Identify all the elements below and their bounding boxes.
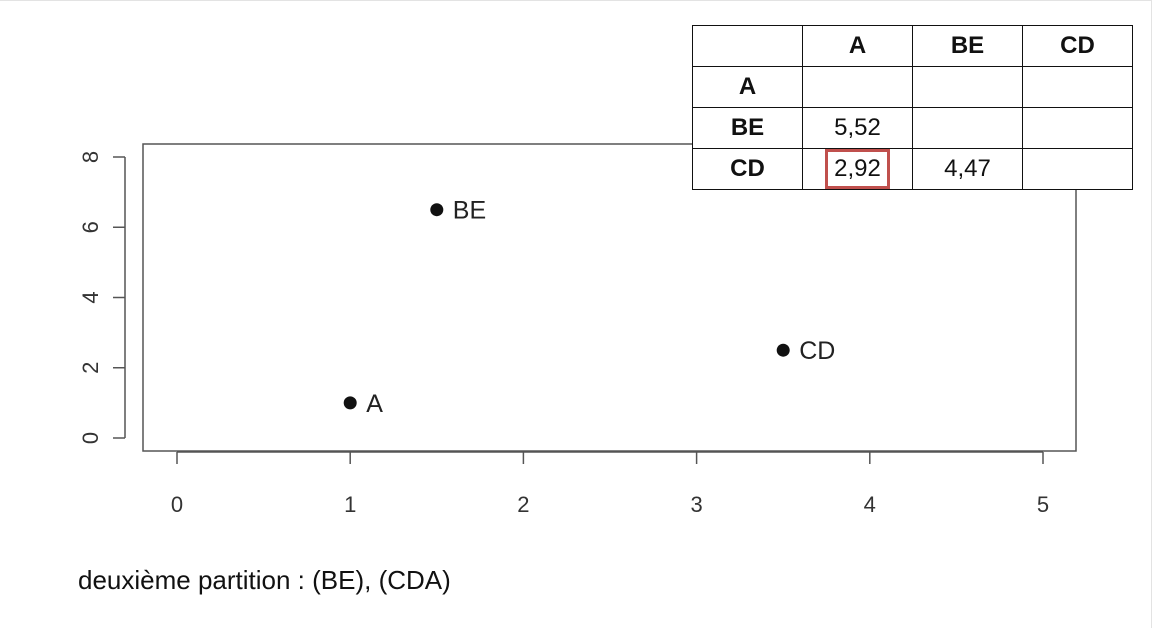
table-cell: 5,52 [802, 107, 913, 149]
x-tick-label: 5 [1037, 492, 1049, 517]
table-cell [802, 66, 913, 108]
x-tick-label: 2 [517, 492, 529, 517]
table-cell [912, 107, 1023, 149]
table-row-header: CD [692, 148, 803, 190]
table-row-header: A [692, 66, 803, 108]
table-cell [1022, 66, 1133, 108]
data-point-label: BE [453, 197, 486, 225]
table-cell: 4,47 [912, 148, 1023, 190]
table-cell [912, 66, 1023, 108]
table-row: BE 5,52 [692, 107, 1133, 149]
y-axis: 0 2 4 6 8 [78, 151, 126, 444]
partition-caption: deuxième partition : (BE), (CDA) [78, 565, 451, 595]
table-col-header: BE [912, 25, 1023, 67]
table-col-header: CD [1022, 25, 1133, 67]
plot-box [142, 143, 1077, 452]
table-row: A [692, 66, 1133, 108]
x-axis: 0 1 2 3 4 5 [171, 451, 1049, 517]
table-cell [1022, 107, 1133, 149]
y-tick-label: 2 [78, 362, 103, 374]
data-point-label: A [366, 390, 383, 418]
data-point-label: CD [799, 337, 835, 365]
distance-matrix-table: A BE CD A BE 5,52 CD 2,92 4,47 [692, 25, 1133, 190]
data-points: A BE CD [343, 197, 835, 418]
x-tick-label: 3 [690, 492, 702, 517]
data-point [430, 203, 444, 217]
y-tick-label: 8 [78, 151, 103, 163]
table-cell [1022, 148, 1133, 190]
table-col-header: A [802, 25, 913, 67]
y-tick-label: 4 [78, 291, 103, 303]
table-col-header [692, 25, 803, 67]
table-header-row: A BE CD [692, 25, 1133, 67]
x-tick-label: 4 [864, 492, 876, 517]
highlighted-min-distance: 2,92 [825, 149, 890, 189]
x-tick-label: 0 [171, 492, 183, 517]
table-row: CD 2,92 4,47 [692, 148, 1133, 190]
y-tick-label: 0 [78, 432, 103, 444]
table-cell: 2,92 [802, 148, 913, 190]
data-point [343, 396, 357, 410]
table-row-header: BE [692, 107, 803, 149]
x-tick-label: 1 [344, 492, 356, 517]
y-tick-label: 6 [78, 221, 103, 233]
data-point [776, 343, 790, 357]
